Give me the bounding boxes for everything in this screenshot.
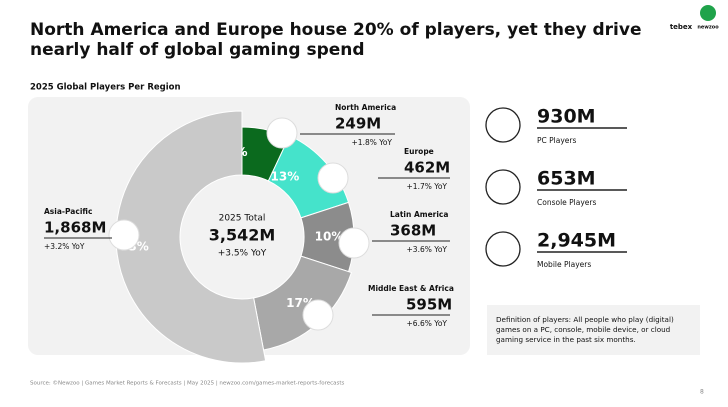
definition: gaming service in the past six months. [496,335,636,344]
definition: Definition of players: All people who pl… [496,315,674,324]
platform-value: 2,945M [537,230,616,252]
region-yoy: +1.8% YoY [352,138,393,147]
title-line: nearly half of global gaming spend [30,40,365,60]
platform-icon [485,169,521,205]
platforms: 930M PC Players 653M Console Players 2,945M M… [485,106,627,269]
platform-icon [485,231,521,267]
center-label: 2025 Total [219,214,266,224]
region-players: 1,868M [44,219,106,237]
region-players: 249M [335,115,381,133]
region-name: North America [335,103,396,112]
title-line: North America and Europe house 20% of pl… [30,20,641,40]
region-yoy: +3.6% YoY [407,245,448,254]
region-yoy: +6.6% YoY [407,319,448,328]
value-label: 13% [271,169,300,183]
value-label: 10% [315,230,344,244]
region-icon [302,299,334,331]
region-players: 595M [406,296,452,314]
region-name: Middle East & Africa [368,284,454,293]
region-icon [338,227,370,259]
region-icon [108,219,140,251]
region-icon [317,162,349,194]
region-players: 368M [390,222,436,240]
definition-box [487,305,700,355]
platform-icon [485,107,521,143]
page-number: 8 [700,389,704,396]
platform-value: 930M [537,106,596,128]
source: Source: ©Newzoo | Games Market Reports &… [30,380,345,387]
region-name: Europe [404,147,434,156]
region-yoy: +3.2% YoY [44,242,85,251]
region-players: 462M [404,159,450,177]
region-name: Latin America [390,210,448,219]
logo: newzoo [697,25,719,31]
platform-label: Mobile Players [537,260,591,269]
platform-value: 653M [537,168,596,190]
center-value: 3,542M [209,226,276,245]
region-name: Asia-Pacific [44,207,92,216]
platform-label: PC Players [537,136,576,145]
donut-segment [115,110,267,364]
definition: games on a PC, console, mobile device, o… [496,325,670,334]
region-labels: North America 249M +1.8% YoY Europe 462M +1.7… [44,103,454,328]
chart-title: 2025 Global Players Per Region [30,83,181,93]
center-yoy: +3.5% YoY [218,249,267,259]
logo: tebex [670,23,693,31]
logo-icon [700,5,716,21]
donut: 7%13%10%17%53% [108,110,370,364]
region-yoy: +1.7% YoY [407,182,448,191]
region-icon [266,117,298,149]
platform-label: Console Players [537,198,596,207]
